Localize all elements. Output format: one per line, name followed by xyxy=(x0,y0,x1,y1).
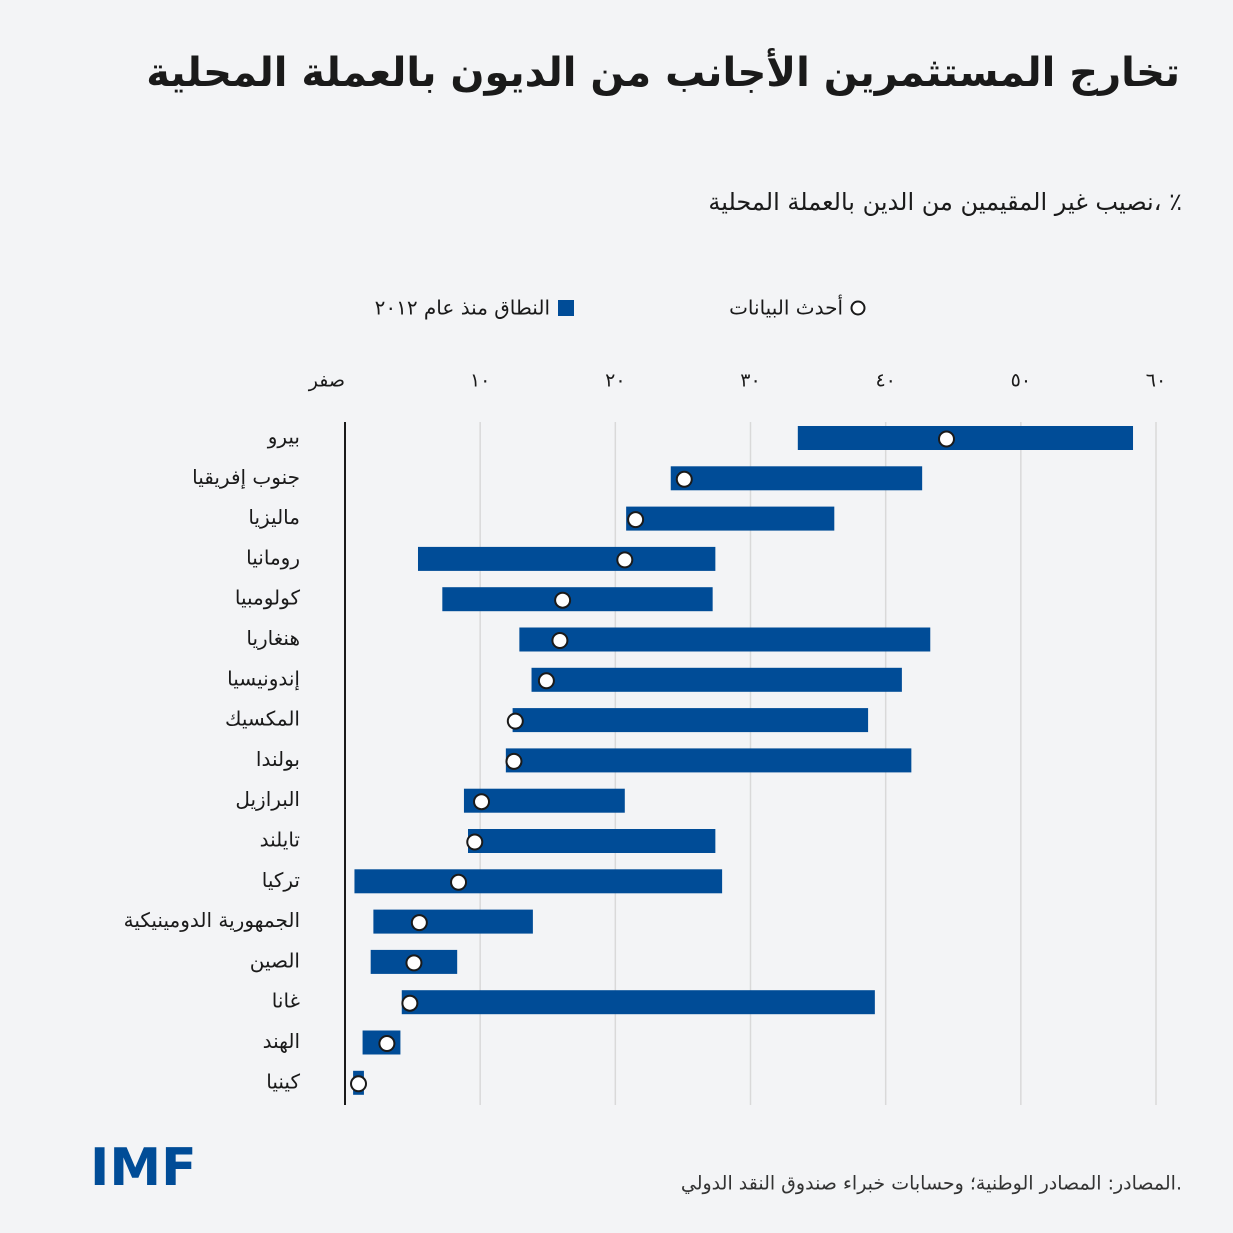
category-label: إندونيسيا xyxy=(227,666,300,691)
chart-subtitle: نصيب غير المقيمين من الدين بالعملة المحل… xyxy=(708,188,1182,216)
x-tick-label: ٥٠ xyxy=(1011,370,1031,392)
range-bar xyxy=(417,546,716,571)
category-label: رومانيا xyxy=(246,545,300,569)
category-label: هنغاريا xyxy=(246,626,300,650)
x-tick-label: ٣٠ xyxy=(740,370,760,392)
latest-dot xyxy=(378,1035,396,1052)
range-bar xyxy=(797,426,1134,450)
category-label: غانا xyxy=(272,989,300,1013)
range-bar xyxy=(512,708,869,733)
latest-dot xyxy=(466,833,484,851)
x-tick-label: ٦٠ xyxy=(1146,370,1166,392)
range-bar xyxy=(519,627,931,652)
category-label: المكسيك xyxy=(225,707,300,731)
category-label: جنوب إفريقيا xyxy=(192,465,300,490)
category-label: بولندا xyxy=(256,747,300,771)
latest-dot xyxy=(401,994,419,1012)
category-label: الهند xyxy=(263,1029,300,1053)
latest-dot xyxy=(506,712,524,730)
latest-dot xyxy=(675,470,693,488)
category-label: كينيا xyxy=(266,1069,300,1093)
category-label: ماليزيا xyxy=(248,505,300,529)
latest-dot xyxy=(616,551,634,569)
x-tick-label: ٢٠ xyxy=(605,370,625,392)
latest-dot xyxy=(554,591,572,609)
range-bar xyxy=(468,829,716,853)
source-note: المصادر: المصادر الوطنية؛ وحسابات خبراء … xyxy=(681,1173,1182,1195)
latest-dot xyxy=(505,752,523,770)
range-bar xyxy=(442,587,713,612)
legend-marker xyxy=(558,300,574,316)
latest-dot xyxy=(350,1075,368,1093)
category-label: كولومبيا xyxy=(235,586,301,610)
range-bar xyxy=(531,667,902,692)
range-bar xyxy=(670,466,923,491)
latest-dot xyxy=(473,793,491,811)
range-bar xyxy=(626,506,835,531)
range-bar xyxy=(354,869,723,894)
category-label: الصين xyxy=(250,948,300,972)
category-label: الجمهورية الدومينيكية xyxy=(124,908,300,932)
latest-dot xyxy=(410,914,428,932)
latest-dot xyxy=(937,430,955,448)
category-label: البرازيل xyxy=(235,787,300,811)
latest-dot xyxy=(551,632,569,649)
latest-dot xyxy=(537,672,555,690)
latest-dot xyxy=(450,873,468,891)
range-bar xyxy=(401,990,875,1015)
x-tick-label: ٤٠ xyxy=(875,370,895,392)
x-tick-label: صفر xyxy=(308,370,345,392)
range-bar xyxy=(505,748,912,773)
x-tick-label: ١٠ xyxy=(470,370,490,392)
range-bar xyxy=(463,788,625,813)
latest-dot xyxy=(405,954,423,972)
range-bar xyxy=(373,909,533,934)
category-label: بيرو xyxy=(267,425,300,449)
category-label: تركيا xyxy=(262,868,300,892)
legend-label: أحدث البيانات xyxy=(729,295,843,320)
legend-label: النطاق منذ عام ٢٠١٢ xyxy=(375,296,550,320)
logo: IMF xyxy=(90,1138,197,1198)
latest-dot xyxy=(627,511,645,529)
legend-marker xyxy=(850,300,866,316)
chart-title: تخارج المستثمرين الأجانب من الديون بالعم… xyxy=(146,47,1180,96)
category-label: تايلند xyxy=(260,828,300,852)
